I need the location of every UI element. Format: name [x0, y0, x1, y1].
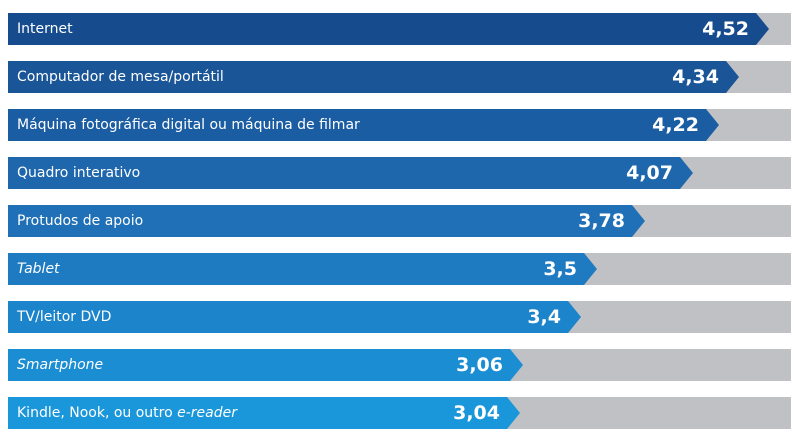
category-label: Tablet [17, 261, 60, 277]
value-label: 3,4 [527, 306, 561, 328]
category-label: Smartphone [17, 357, 104, 373]
bar-row: Kindle, Nook, ou outro e-reader 3,04 [8, 397, 791, 429]
category-label: Kindle, Nook, ou outro e-reader [17, 405, 237, 421]
bar [8, 61, 739, 93]
bar-row: Quadro interativo 4,07 [8, 157, 791, 189]
value-label: 3,04 [453, 402, 500, 424]
bar [8, 301, 581, 333]
bar-row: Máquina fotográfica digital ou máquina d… [8, 109, 791, 141]
bar-row: TV/leitor DVD 3,4 [8, 301, 791, 333]
value-label: 4,22 [652, 114, 699, 136]
bar-row: Tablet 3,5 [8, 253, 791, 285]
category-label: Quadro interativo [17, 165, 141, 181]
category-label: Internet [17, 21, 73, 37]
bar [8, 109, 719, 141]
bar-row: Smartphone 3,06 [8, 349, 791, 381]
bar [8, 253, 597, 285]
value-label: 3,06 [456, 354, 503, 376]
value-label: 4,52 [702, 18, 749, 40]
value-label: 4,34 [672, 66, 719, 88]
value-label: 4,07 [626, 162, 673, 184]
bar [8, 349, 523, 381]
bar-row: Protudos de apoio 3,78 [8, 205, 791, 237]
category-label: Protudos de apoio [17, 213, 144, 229]
value-label: 3,5 [543, 258, 577, 280]
category-label: Computador de mesa/portátil [17, 69, 224, 85]
bar-row: Computador de mesa/portátil 4,34 [8, 61, 791, 93]
bar [8, 13, 769, 45]
bar [8, 157, 693, 189]
bar-row: Internet 4,52 [8, 13, 791, 45]
bar [8, 205, 645, 237]
category-label: TV/leitor DVD [17, 309, 112, 325]
value-label: 3,78 [578, 210, 625, 232]
category-label: Máquina fotográfica digital ou máquina d… [17, 117, 360, 133]
